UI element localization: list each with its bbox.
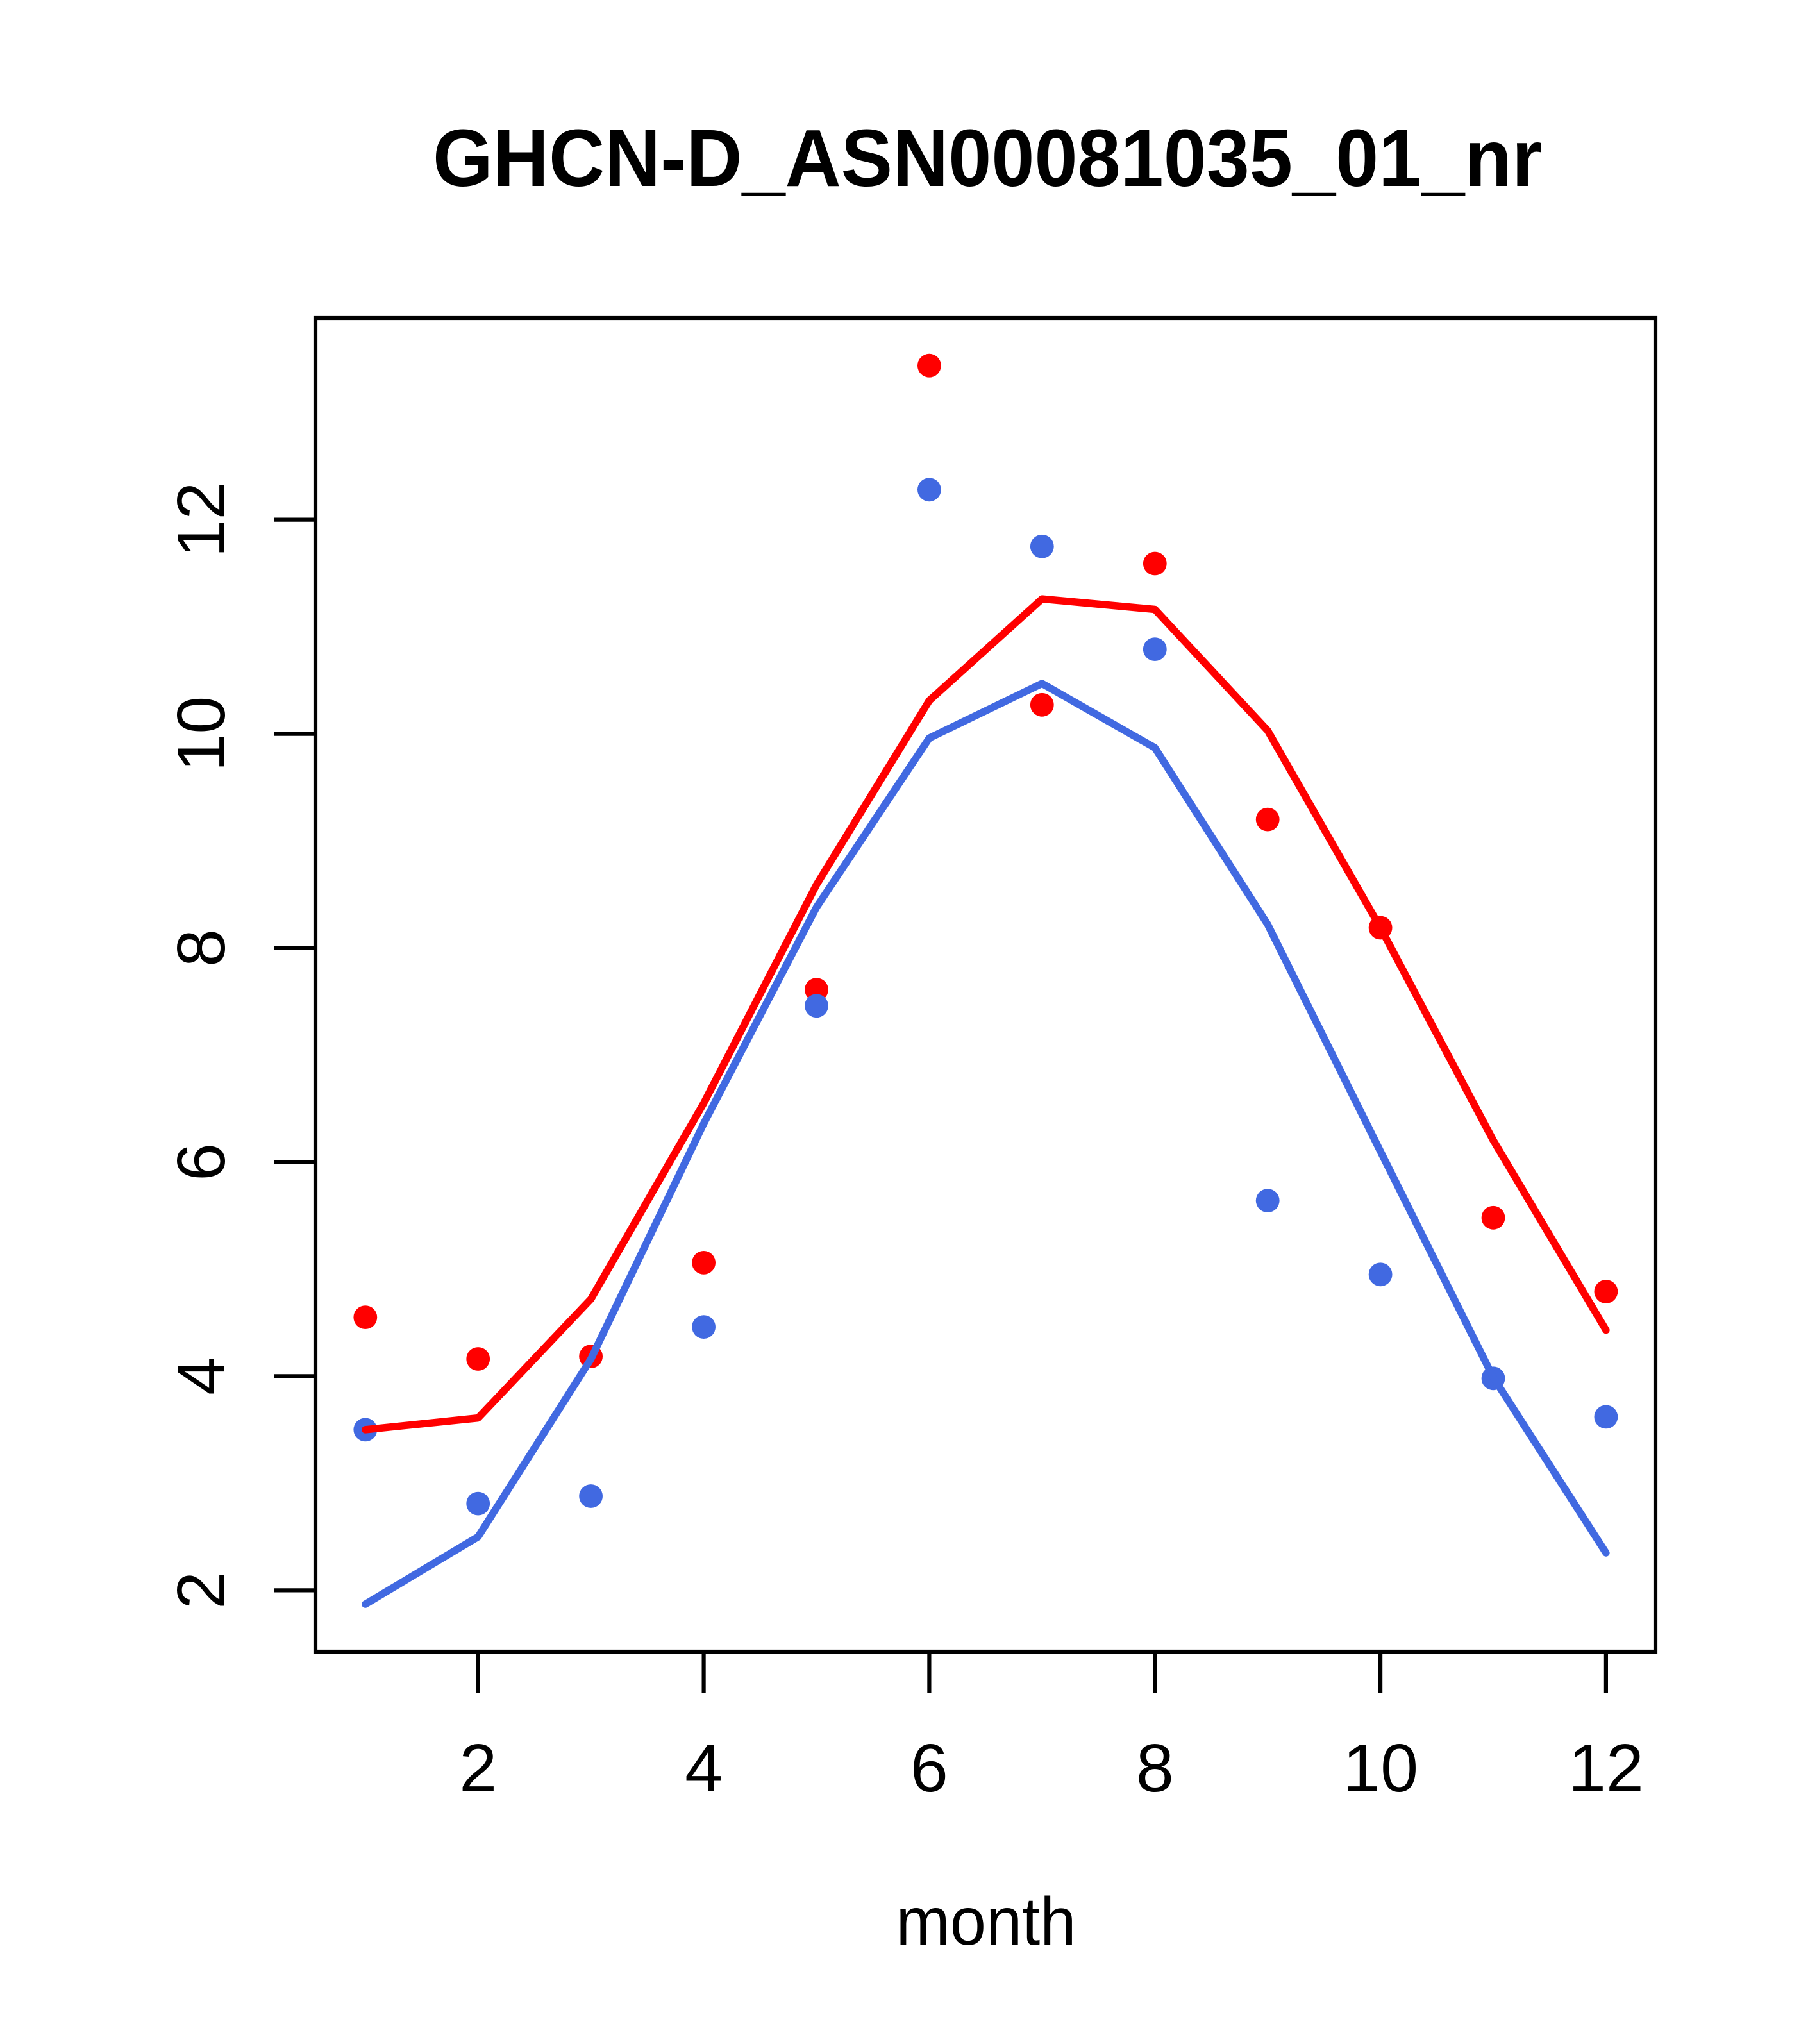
svg-text:4: 4 — [685, 1730, 723, 1806]
svg-text:8: 8 — [1136, 1730, 1174, 1806]
svg-text:12: 12 — [1568, 1730, 1644, 1806]
svg-text:4: 4 — [163, 1357, 239, 1395]
svg-text:8: 8 — [163, 929, 239, 967]
svg-text:2: 2 — [459, 1730, 497, 1806]
svg-text:6: 6 — [910, 1730, 948, 1806]
svg-text:GHCN-D_ASN00081035_01_nr: GHCN-D_ASN00081035_01_nr — [433, 113, 1542, 203]
svg-text:month: month — [896, 1884, 1076, 1959]
svg-text:2: 2 — [163, 1571, 239, 1609]
svg-text:10: 10 — [163, 696, 239, 772]
svg-text:12: 12 — [163, 482, 239, 558]
svg-text:6: 6 — [163, 1143, 239, 1181]
svg-text:10: 10 — [1343, 1730, 1418, 1806]
